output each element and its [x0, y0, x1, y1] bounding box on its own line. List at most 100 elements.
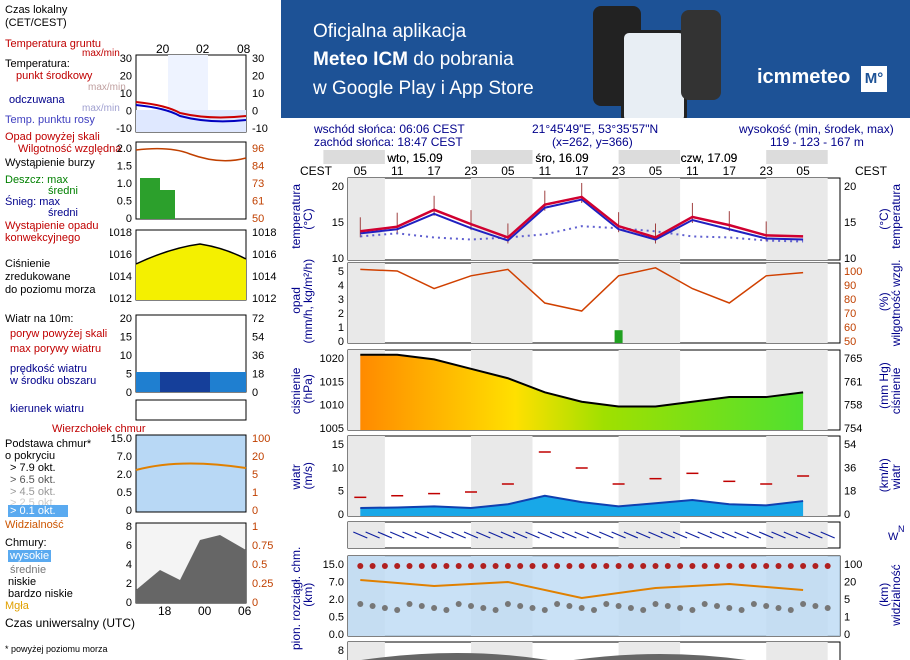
axis-title-left: temperatura: [289, 184, 303, 249]
hour-label: 11: [539, 164, 552, 178]
cloud-tick-km: 0.0: [329, 629, 344, 641]
wind-direction-arrow: [758, 531, 774, 539]
wind-direction-arrow: [512, 531, 528, 539]
cloud-top-dot: [431, 563, 438, 569]
mini-humid-tick: 84: [252, 161, 264, 173]
mini-clouds-tick: 8: [126, 521, 132, 533]
mini-vis-tick: 100: [252, 433, 270, 445]
cloud-base-dot: [677, 605, 684, 611]
wind-tick-kmh: 54: [844, 439, 856, 451]
hour-label: 23: [464, 164, 478, 178]
hour-label: 17: [723, 164, 737, 178]
wind-direction-arrow: [795, 531, 811, 539]
legend-rain-max: Deszcz: max: [5, 174, 68, 186]
series-apparent: [360, 198, 804, 242]
cloud-base-dot: [800, 601, 807, 607]
mini-precip-tick: 2.0: [117, 143, 132, 155]
legend-wind-speed: prędkość wiatru w środku obszaru: [10, 363, 97, 387]
compass-n-icon: N: [898, 524, 905, 534]
cloud-base-dot: [406, 601, 413, 607]
cloud-top-dot: [603, 563, 610, 569]
legend-dew-point: Temp. punktu rosy: [5, 114, 95, 126]
mini-cloud-tick: 7.0: [117, 451, 132, 463]
cloud-tick-km: 2.0: [329, 594, 344, 606]
mini-wind-tick: 15: [120, 332, 132, 344]
local-time-label: Czas lokalny (CET/CEST): [5, 4, 68, 29]
mini-wind-tick-right: 0: [252, 387, 258, 399]
cloud-top-dot: [812, 563, 819, 569]
mini-wind-tick: 10: [120, 350, 132, 362]
legend-max-gust: max porywy wiatru: [10, 343, 102, 355]
wind-direction-arrow: [476, 531, 491, 539]
app-banner[interactable]: Oficjalna aplikacja Meteo ICM do pobrani…: [281, 0, 910, 118]
utc-tick: 06: [238, 604, 252, 618]
mini-wind-tick: 5: [126, 369, 132, 381]
header-night-band: [471, 150, 533, 164]
axis-title-left: wiatr: [289, 464, 303, 490]
cloud-top-dot: [517, 563, 524, 569]
wind-direction-arrow: [586, 531, 602, 539]
cloud-top-dot: [418, 563, 425, 569]
mini-humid-tick: 61: [252, 196, 264, 208]
axis-title-right: (mm Hg): [877, 362, 891, 409]
mini-wind-tick-right: 54: [252, 332, 264, 344]
legend-okt-79: > 7.9 okt.: [10, 462, 56, 474]
cloud-top-dot: [738, 563, 745, 569]
banner-line-2-bold: Meteo ICM: [313, 49, 408, 70]
cloud-base-dot: [824, 605, 831, 611]
legend-apparent: odczuwana: [9, 94, 65, 106]
wind-direction-arrow: [611, 531, 626, 539]
cloud-base-dot: [480, 605, 487, 611]
legend-soil-temp: Temperatura gruntu: [5, 38, 101, 50]
cloud-top-dot: [701, 563, 708, 569]
pressure-tick-hpa: 1015: [320, 376, 344, 388]
humid-tick: 90: [844, 280, 856, 292]
legend-rain-mean: średni: [48, 185, 78, 197]
day-label: śro, 16.09: [535, 151, 589, 165]
wind-direction-arrow: [537, 531, 553, 539]
phone-mockup-icon: [681, 10, 721, 100]
cloud-base-dot: [603, 601, 610, 607]
legend-low: niskie: [8, 576, 37, 588]
utc-tick: 00: [198, 604, 212, 618]
hour-label: 05: [501, 164, 515, 178]
mini-clouds-tick-right: 0.25: [252, 578, 273, 590]
banner-line-2-rest: do pobrania: [408, 49, 514, 70]
pressure-tick-mmhg: 758: [844, 400, 862, 412]
series-dew-point: [360, 225, 804, 243]
mini-press-tick: 1016: [110, 249, 132, 261]
cloud-base-dot: [369, 603, 376, 609]
pressure-tick-mmhg: 754: [844, 423, 862, 435]
tz-label-left: CEST: [300, 164, 333, 178]
local-tick: 20: [156, 42, 170, 56]
axis-title-left: opad: [289, 287, 303, 314]
cloud-base-dot: [517, 603, 524, 609]
wind-direction-arrow: [463, 531, 479, 539]
cloud-base-dot: [640, 607, 647, 613]
header-night-band: [323, 150, 385, 164]
mini-temp-tick: 10: [120, 88, 132, 100]
mini-clouds-tick-right: 0.75: [252, 540, 273, 552]
night-band: [471, 522, 533, 548]
humid-tick: 60: [844, 322, 856, 334]
temp-tick-right: 10: [844, 253, 856, 265]
wind-direction-arrow: [722, 531, 737, 539]
mini-precip-tick: 1.0: [117, 178, 132, 190]
icmmeteo-badge: M°: [861, 66, 887, 92]
wind-direction-arrow: [426, 531, 442, 539]
cloud-base-dot: [443, 607, 450, 613]
visibility-tick: 1: [844, 612, 850, 624]
cloud-base-dot: [591, 607, 597, 613]
axis-title-left: (hPa): [301, 374, 315, 403]
night-band: [348, 436, 385, 516]
legend-temperature: Temperatura:: [5, 58, 70, 70]
cloud-top-dot: [504, 563, 511, 569]
wind-direction-arrow: [439, 531, 454, 539]
wind-tick-ms: 15: [332, 439, 344, 451]
series-temperature: [360, 195, 804, 239]
wind-direction-arrow: [635, 531, 651, 539]
cloud-tick-km: 0.5: [329, 612, 344, 624]
legend-humidity: Wilgotność względna: [18, 143, 122, 155]
precip-tick: 3: [338, 294, 344, 306]
series-pressure: [360, 353, 804, 408]
